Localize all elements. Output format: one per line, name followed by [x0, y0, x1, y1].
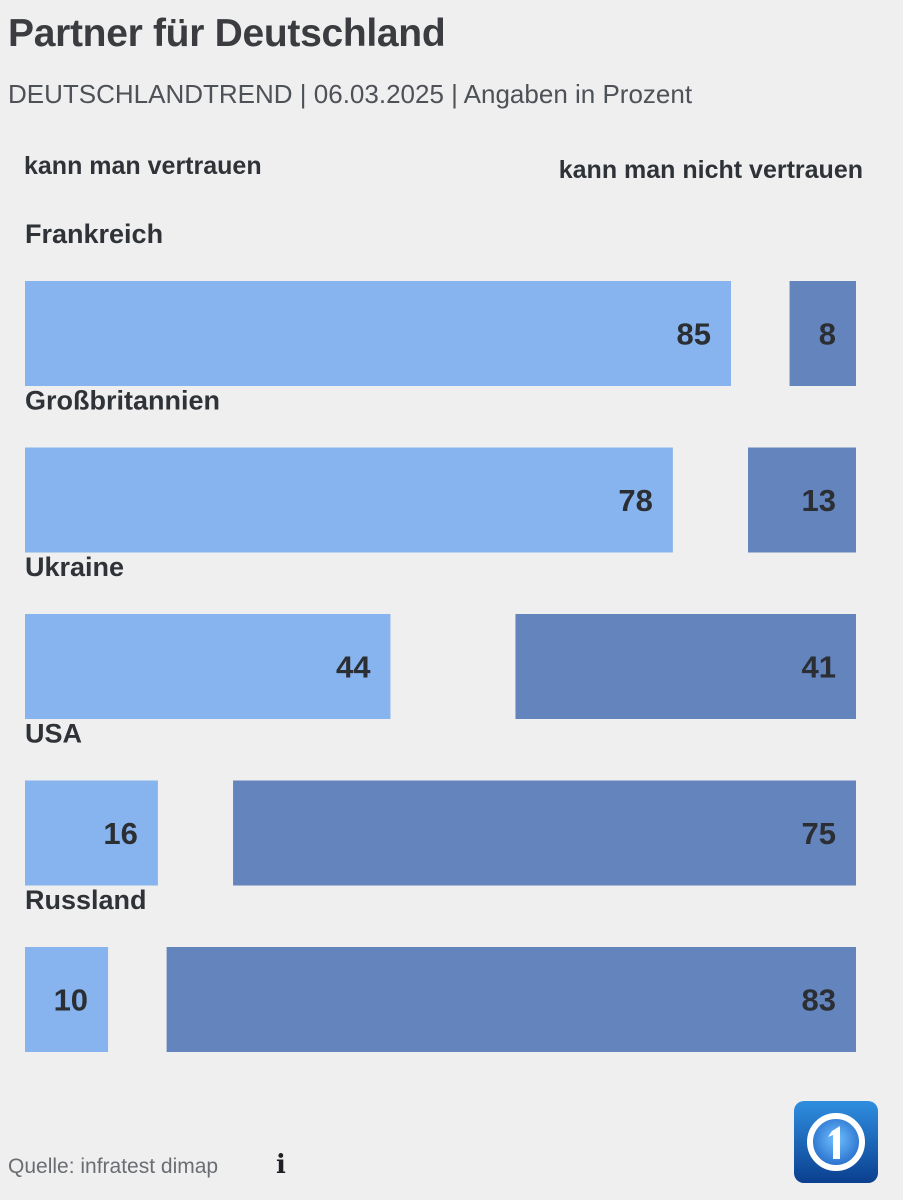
value-label-trust-russland: 10	[54, 983, 88, 1018]
legend-distrust-label: kann man nicht vertrauen	[558, 156, 863, 184]
category-label-usa: USA	[25, 719, 82, 749]
value-label-trust-ukraine: 44	[336, 650, 371, 685]
bar-distrust-usa	[233, 780, 856, 886]
value-label-trust-usa: 16	[103, 816, 137, 851]
value-label-distrust-ukraine: 41	[802, 650, 836, 685]
legend-trust-label: kann man vertrauen	[24, 152, 262, 180]
bar-trust-gro-britannien	[25, 447, 673, 553]
bar-distrust-frankreich	[789, 281, 856, 386]
value-label-distrust-russland: 83	[802, 983, 836, 1018]
ard-logo	[794, 1101, 878, 1183]
bar-distrust-russland	[166, 947, 857, 1052]
value-label-distrust-gro-britannien: 13	[802, 483, 836, 518]
bar-distrust-gro-britannien	[748, 447, 856, 553]
value-label-distrust-frankreich: 8	[819, 317, 836, 352]
source-note: Quelle: infratest dimap	[8, 1155, 219, 1178]
value-label-trust-gro-britannien: 78	[618, 483, 652, 518]
category-label-russland: Russland	[25, 885, 147, 915]
category-label-ukraine: Ukraine	[25, 552, 124, 582]
value-label-distrust-usa: 75	[802, 816, 836, 851]
value-label-trust-frankreich: 85	[677, 317, 711, 352]
bar-distrust-ukraine	[515, 614, 856, 719]
chart-subtitle: DEUTSCHLANDTREND | 06.03.2025 | Angaben …	[8, 79, 693, 109]
category-label-gro-britannien: Großbritannien	[25, 386, 220, 416]
bar-trust-frankreich	[25, 281, 731, 386]
bar-trust-usa	[25, 780, 158, 886]
chart-title: Partner für Deutschland	[8, 12, 446, 55]
bar-trust-ukraine	[25, 614, 391, 719]
bar-trust-russland	[25, 947, 109, 1052]
info-icon[interactable]: i	[276, 1150, 286, 1180]
category-label-frankreich: Frankreich	[25, 219, 163, 249]
